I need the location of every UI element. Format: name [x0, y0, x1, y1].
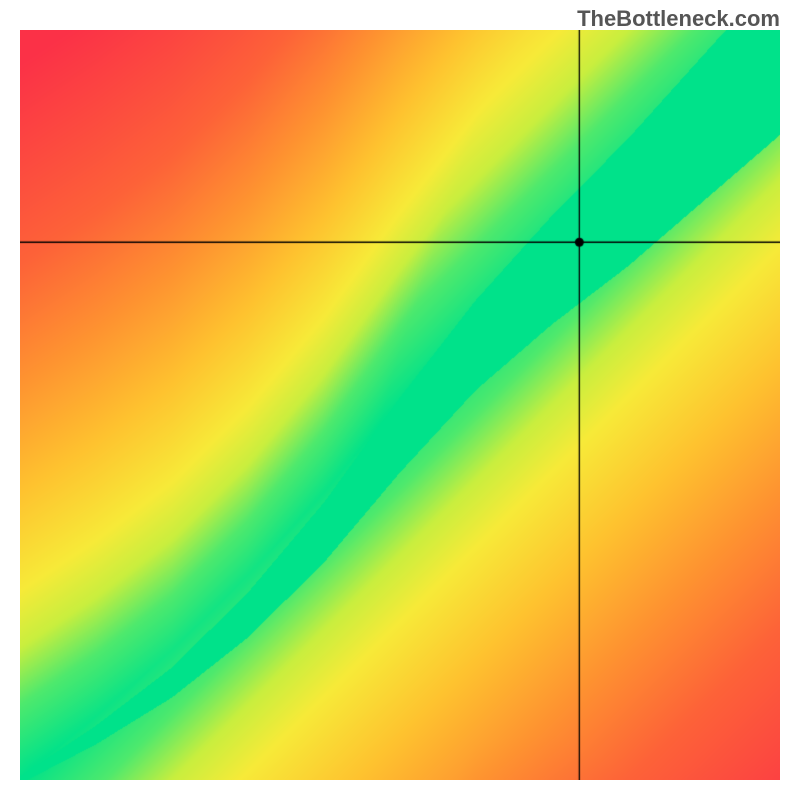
bottleneck-heatmap [20, 30, 780, 780]
watermark-text: TheBottleneck.com [577, 6, 780, 32]
crosshair-overlay [20, 30, 780, 780]
